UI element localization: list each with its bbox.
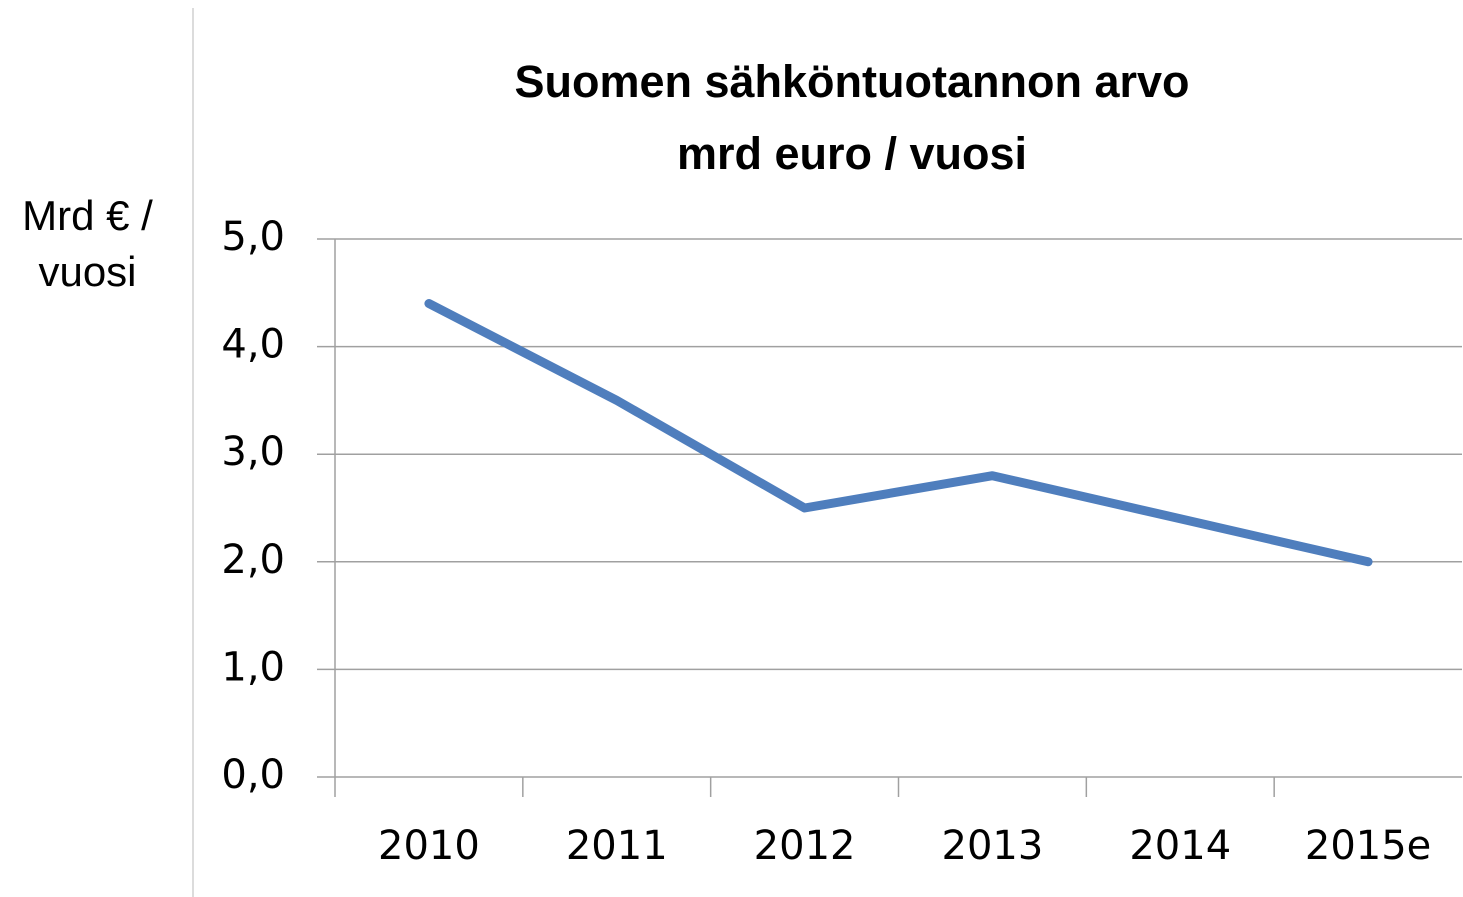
y-tick-label: 2,0 xyxy=(221,537,285,583)
x-tick-label: 2011 xyxy=(566,823,668,869)
y-tick-label: 3,0 xyxy=(221,429,285,475)
x-tick-label: 2010 xyxy=(378,823,480,869)
y-tick-label: 5,0 xyxy=(221,214,285,260)
x-tick-label: 2013 xyxy=(942,823,1044,869)
x-tick-label: 2015e xyxy=(1305,823,1431,869)
y-tick-label: 0,0 xyxy=(221,752,285,798)
x-tick-label: 2012 xyxy=(754,823,856,869)
data-line xyxy=(424,299,1373,567)
y-tick-label: 4,0 xyxy=(221,322,285,368)
y-tick-label: 1,0 xyxy=(221,644,285,690)
chart-title: Suomen sähköntuotannon arvo mrd euro / v… xyxy=(514,56,1190,179)
x-tick-label: 2014 xyxy=(1129,823,1231,869)
y-axis-label: Mrd € / vuosi xyxy=(22,192,153,295)
